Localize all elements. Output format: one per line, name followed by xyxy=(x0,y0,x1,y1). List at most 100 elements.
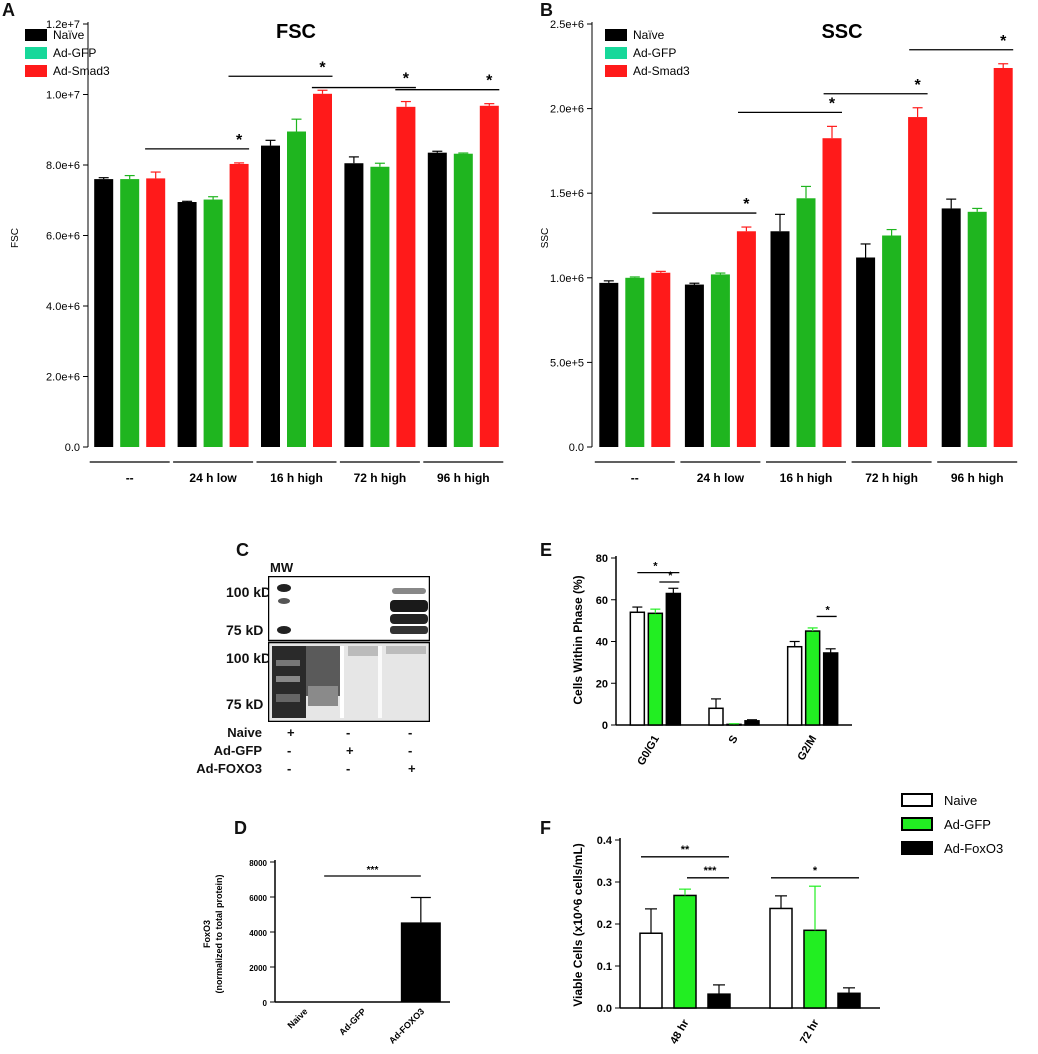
y-tick-label: 1.5e+6 xyxy=(550,188,584,200)
bar xyxy=(822,138,842,447)
y-axis-label: Cells Within Phase (%) xyxy=(571,575,585,704)
treatment-label: Naive xyxy=(227,725,262,740)
x-tick-label: 16 h high xyxy=(780,471,833,485)
bar xyxy=(400,922,441,1002)
y-axis-label: FSC xyxy=(10,228,21,248)
top-marker-75: 75 kD xyxy=(226,622,264,638)
significance-mark: * xyxy=(668,570,673,582)
significance-mark: * xyxy=(829,95,836,112)
panel-label-a: A xyxy=(2,0,15,20)
bar xyxy=(479,105,499,447)
x-tick-label: 24 h low xyxy=(697,471,745,485)
significance-mark: *** xyxy=(704,865,718,877)
x-tick-label: 16 h high xyxy=(270,471,323,485)
bar xyxy=(629,611,646,726)
significance-mark: * xyxy=(653,561,658,573)
y-tick-label: 1.0e+6 xyxy=(550,273,584,285)
bar xyxy=(744,720,760,726)
significance-mark: * xyxy=(743,196,750,213)
y-axis-label: SSC xyxy=(540,228,551,249)
bar xyxy=(769,907,793,1009)
x-tick-label: G2/M xyxy=(795,734,819,763)
panel-label-f: F xyxy=(540,818,551,838)
panel-label-b: B xyxy=(540,0,553,20)
legend-label: Naïve xyxy=(53,28,85,42)
bar xyxy=(647,612,664,726)
chart-ssc: 0.0 5.0e+5 1.0e+6 1.5e+6 2.0e+6 2.5e+6 SSC SSC -… xyxy=(540,19,1018,485)
bar xyxy=(427,152,447,447)
bar xyxy=(726,723,742,726)
y-tick-label: 8.0e+6 xyxy=(46,160,80,172)
bar xyxy=(344,163,364,448)
bar xyxy=(796,198,816,447)
x-tick-label: 48 hr xyxy=(668,1017,692,1046)
bar xyxy=(803,929,827,1009)
y-tick-label: 0.1 xyxy=(597,961,612,973)
y-tick-label: 40 xyxy=(596,637,608,649)
bar xyxy=(229,163,249,447)
bar xyxy=(707,993,731,1009)
bar xyxy=(261,145,280,448)
x-tick-label: 72 hr xyxy=(798,1017,822,1046)
significance-mark: * xyxy=(403,71,410,88)
y-tick-label: 2.0e+6 xyxy=(550,104,584,116)
treatment-mark: - xyxy=(287,761,292,776)
bar xyxy=(177,202,197,447)
bar xyxy=(639,932,663,1009)
bar xyxy=(203,199,223,447)
bar xyxy=(625,277,645,447)
bar xyxy=(651,272,671,447)
panel-label-c: C xyxy=(236,540,249,560)
significance-mark: * xyxy=(813,865,818,877)
treatment-label: Ad-GFP xyxy=(213,743,262,758)
bar xyxy=(882,235,902,447)
bar xyxy=(287,131,306,447)
y-tick-label: 0.3 xyxy=(597,877,612,889)
legend-swatch xyxy=(901,793,933,807)
y-tick-label: 0.0 xyxy=(569,442,584,454)
bar xyxy=(770,231,790,447)
legend-swatch xyxy=(605,29,627,41)
bar xyxy=(736,231,756,447)
legend-swatch xyxy=(901,841,933,855)
bar xyxy=(396,106,416,448)
legend-label: Ad-Smad3 xyxy=(53,64,110,78)
y-tick-label: 1.2e+7 xyxy=(46,19,80,31)
x-tick-label: G0/G1 xyxy=(635,734,662,768)
y-tick-label: 0 xyxy=(602,720,608,732)
y-tick-label: 2000 xyxy=(249,964,267,973)
y-tick-label: 2.5e+6 xyxy=(550,19,584,31)
x-tick-label: -- xyxy=(631,471,639,485)
x-tick-label: Naive xyxy=(286,1006,310,1030)
treatment-mark: + xyxy=(346,743,354,758)
bar xyxy=(120,179,140,447)
y-tick-label: 8000 xyxy=(249,859,267,868)
top-marker-100: 100 kD xyxy=(226,584,272,600)
legend-swatch xyxy=(25,47,47,59)
western-blot-panel: MW 100 kD 75 kD 100 kD 75 kD Naive xyxy=(196,560,540,820)
y-tick-label: 2.0e+6 xyxy=(46,372,80,384)
x-tick-label: 24 h low xyxy=(189,471,237,485)
significance-mark: *** xyxy=(367,865,379,876)
treatment-mark: - xyxy=(287,743,292,758)
treatment-row: Ad-FOXO3 - - + xyxy=(196,761,440,779)
legend-label: Ad-GFP xyxy=(944,817,991,832)
bar xyxy=(804,630,821,726)
y-tick-label: 0.0 xyxy=(597,1003,612,1015)
y-tick-label: 0.0 xyxy=(65,442,80,454)
y-tick-label: 0.2 xyxy=(597,919,612,931)
treatment-mark: - xyxy=(346,725,351,740)
bottom-marker-75: 75 kD xyxy=(226,696,264,712)
legend-swatch xyxy=(25,65,47,77)
chart-fsc: 0.0 2.0e+6 4.0e+6 6.0e+6 8.0e+6 1.0e+7 1.2e+7 F… xyxy=(10,19,504,485)
panel-label-e: E xyxy=(540,540,553,560)
blot-image xyxy=(268,576,430,722)
x-tick-label: Ad-FOXO3 xyxy=(387,1006,426,1045)
significance-mark: * xyxy=(914,77,921,94)
y-tick-label: 60 xyxy=(596,595,608,607)
bar xyxy=(967,211,987,447)
y-tick-label: 4.0e+6 xyxy=(46,301,80,313)
legend-label: Ad-FoxO3 xyxy=(944,841,1003,856)
legend-label: Naive xyxy=(944,793,977,808)
x-tick-label: S xyxy=(727,734,741,746)
